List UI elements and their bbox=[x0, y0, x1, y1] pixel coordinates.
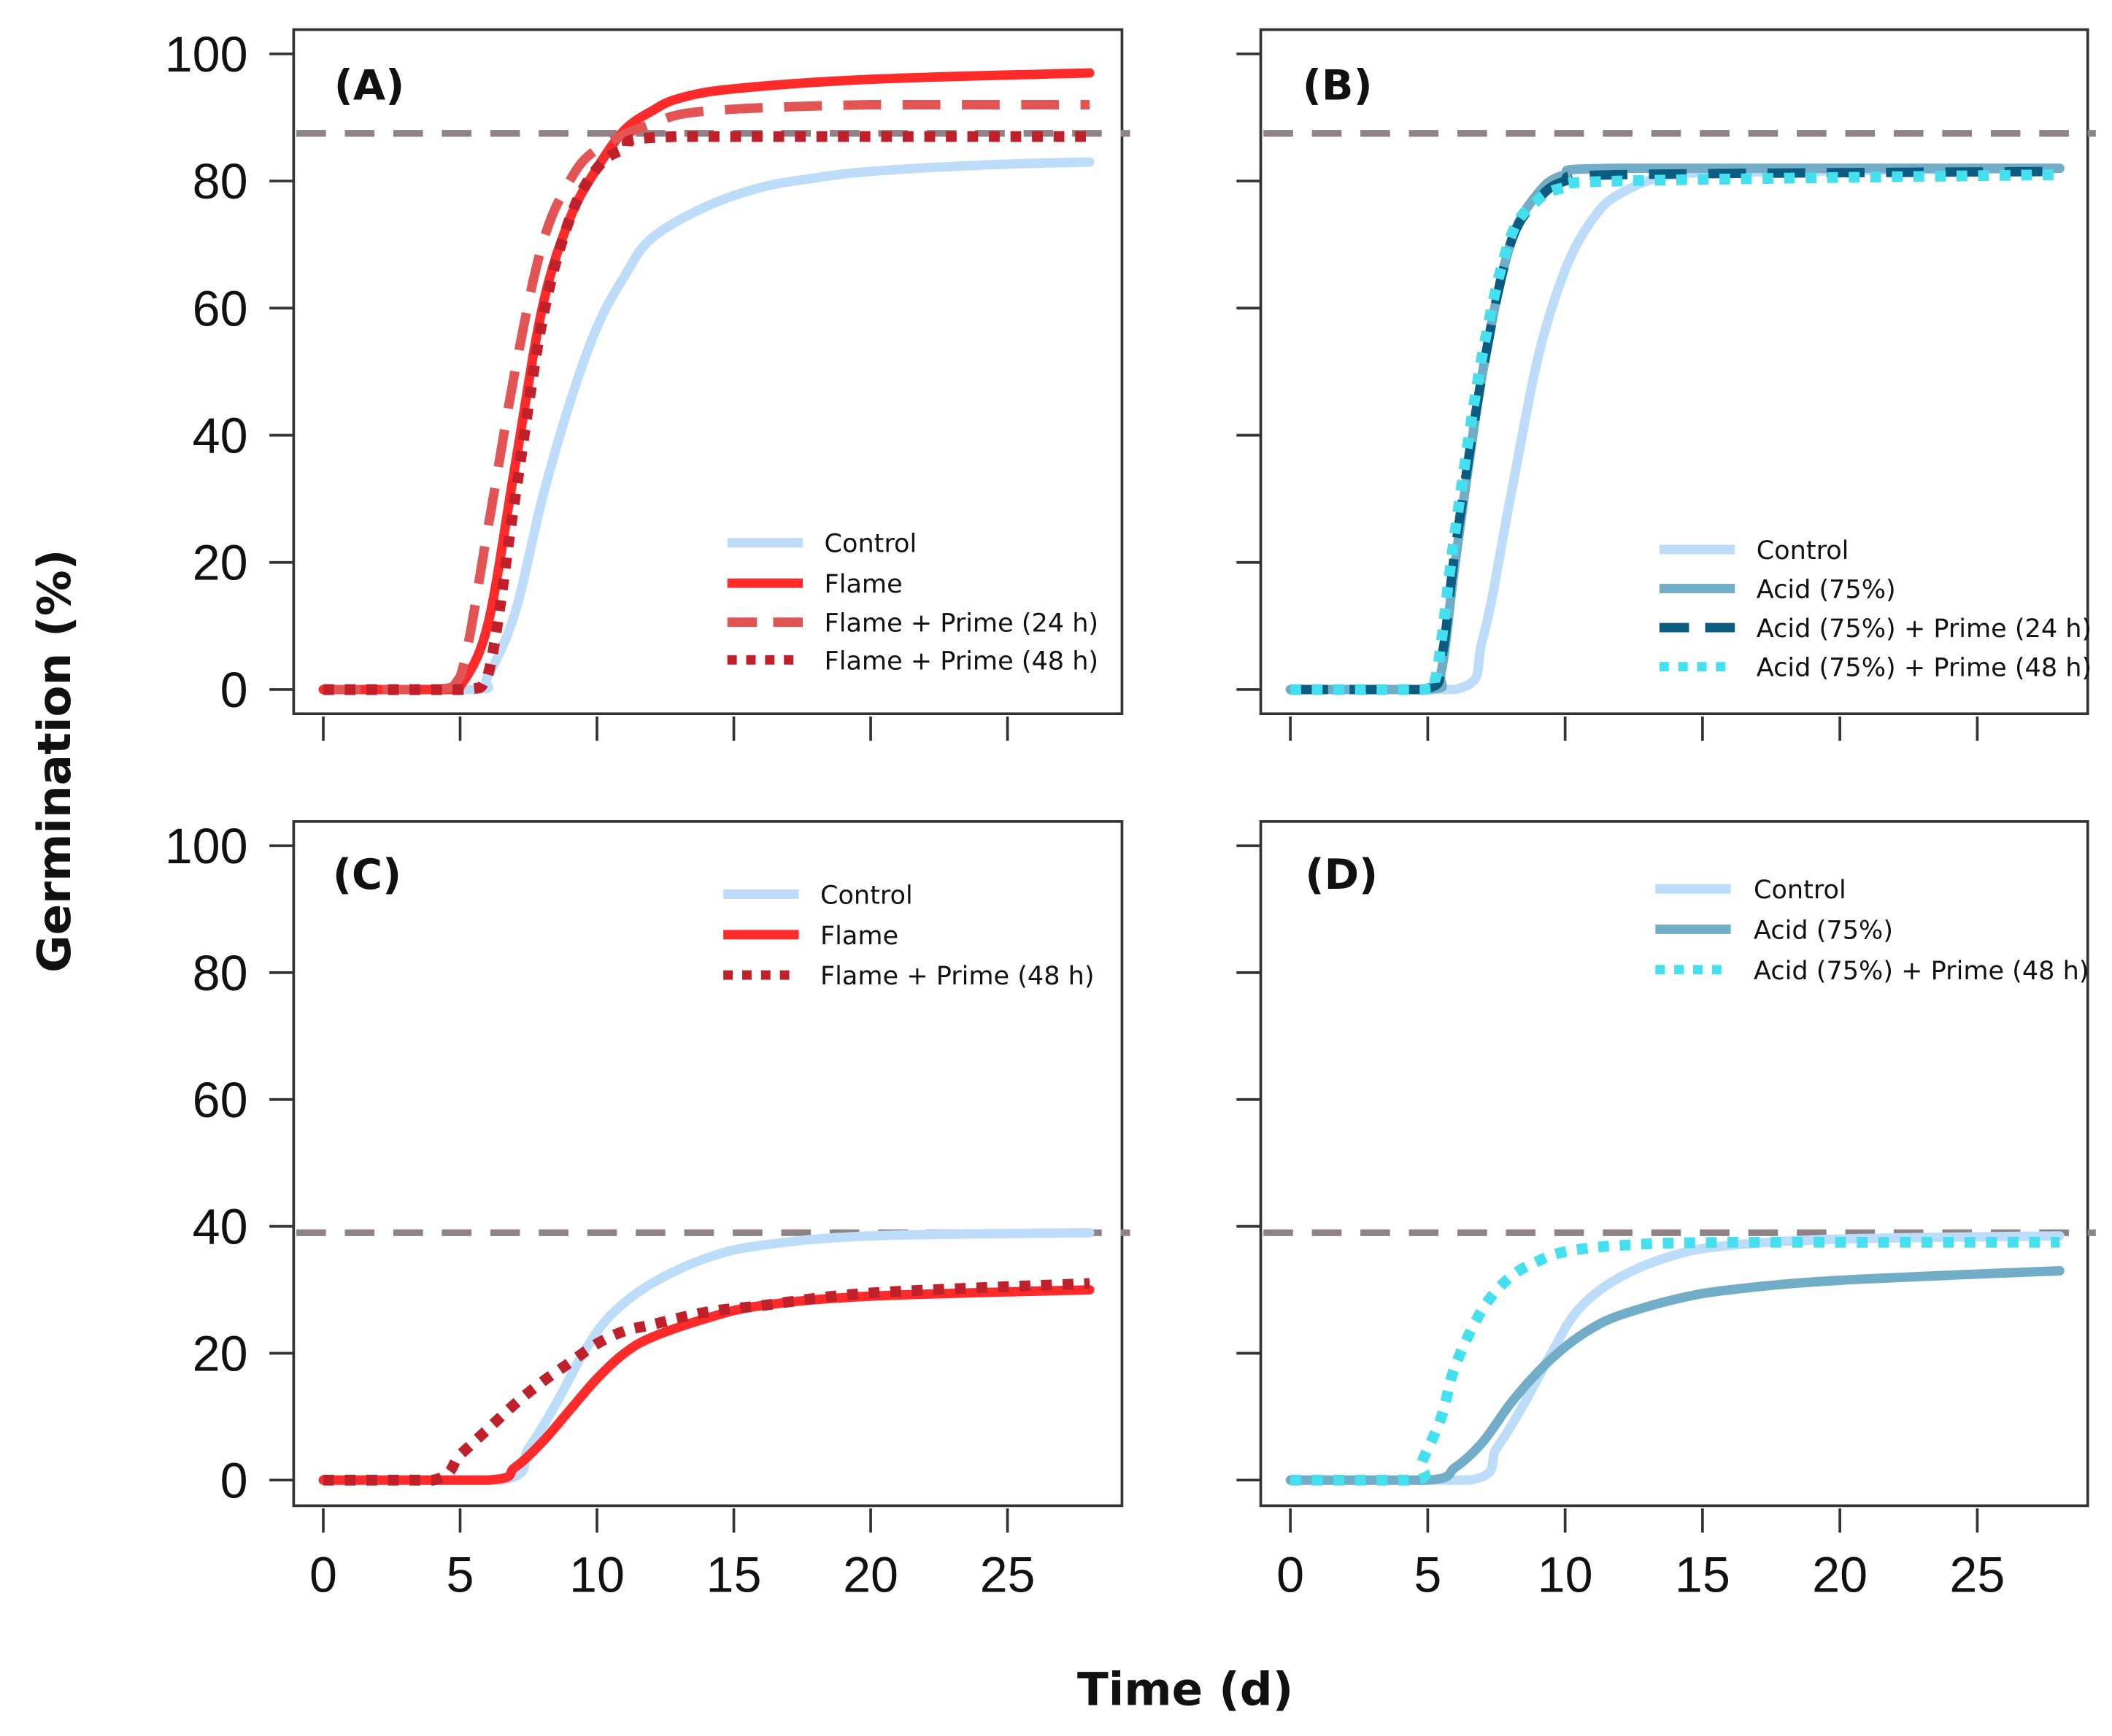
x-tick-label: 10 bbox=[569, 1548, 625, 1603]
series-line-control bbox=[1285, 1231, 2065, 1485]
legend-label: Flame bbox=[820, 921, 898, 951]
series-line-acid-75-prime-48-h bbox=[1290, 169, 2060, 695]
x-tick-label: 25 bbox=[1949, 1548, 2005, 1603]
series-line-acid-75-prime-48-h bbox=[1290, 1236, 2060, 1486]
legend-label: Control bbox=[1757, 536, 1849, 566]
y-tick-label: 40 bbox=[193, 1200, 248, 1255]
series-line-flame-prime-48-h bbox=[323, 131, 1090, 695]
legend-label: Acid (75%) + Prime (24 h) bbox=[1757, 614, 2092, 644]
panel-label: (C) bbox=[333, 851, 401, 899]
y-tick-label: 80 bbox=[193, 154, 248, 209]
panel-c: 0 20 40 60 80 100 0 5 10 15 20 25 Control Flame Flame … bbox=[165, 819, 1130, 1603]
x-tick-label: 20 bbox=[1812, 1548, 1868, 1603]
series-line-flame-prime-48-h bbox=[323, 1278, 1090, 1486]
plot-frame bbox=[292, 819, 1124, 1508]
x-tick-label: 20 bbox=[843, 1548, 898, 1603]
x-tick-label: 0 bbox=[1276, 1548, 1304, 1603]
x-tick-label: 10 bbox=[1538, 1548, 1593, 1603]
panel-label: (A) bbox=[334, 62, 405, 110]
x-tick-label: 5 bbox=[447, 1548, 474, 1603]
y-tick-label: 100 bbox=[165, 819, 248, 874]
x-tick-label: 5 bbox=[1414, 1548, 1441, 1603]
panel-label: (B) bbox=[1303, 62, 1373, 110]
panel-a: 0 20 40 60 80 100 Control Flame Flame + Prime (2… bbox=[165, 27, 1130, 741]
x-tick-label: 0 bbox=[309, 1548, 337, 1603]
y-tick-label: 60 bbox=[193, 281, 248, 336]
plot-frame bbox=[1259, 28, 2089, 716]
legend-label: Control bbox=[1754, 875, 1846, 905]
y-tick-label: 100 bbox=[165, 27, 248, 82]
legend-label: Acid (75%) bbox=[1757, 574, 1896, 604]
series-line-control bbox=[318, 157, 1095, 695]
legend-label: Flame + Prime (48 h) bbox=[825, 646, 1099, 676]
legend-label: Flame + Prime (48 h) bbox=[820, 961, 1095, 991]
plot-frame bbox=[1259, 819, 2089, 1508]
y-tick-label: 20 bbox=[193, 536, 248, 591]
legend-label: Control bbox=[820, 880, 913, 910]
y-tick-label: 0 bbox=[220, 1453, 248, 1508]
panel-b: Control Acid (75%) Acid (75%) + Prime (24 … bbox=[1236, 28, 2096, 741]
y-axis-label: Germination (%) bbox=[28, 549, 81, 973]
y-tick-label: 60 bbox=[193, 1073, 248, 1128]
series-line-flame-prime-24-h bbox=[323, 100, 1090, 695]
y-tick-label: 40 bbox=[193, 408, 248, 463]
legend-label: Flame bbox=[825, 569, 903, 599]
legend-label: Acid (75%) + Prime (48 h) bbox=[1757, 652, 2092, 682]
panel-d: 0 5 10 15 20 25 Control Acid (75%) Acid (75%) + … bbox=[1236, 819, 2096, 1603]
legend-label: Flame + Prime (24 h) bbox=[825, 609, 1099, 639]
series-line-acid-75-prime-24-h bbox=[1290, 166, 2060, 695]
legend-label: Acid (75%) bbox=[1754, 915, 1893, 945]
legend: Control Acid (75%) Acid (75%) + Prime (48 … bbox=[1655, 875, 2089, 986]
legend-label: Control bbox=[825, 529, 917, 559]
panel-label: (D) bbox=[1305, 851, 1378, 899]
y-tick-label: 80 bbox=[193, 946, 248, 1001]
legend: Control Flame Flame + Prime (24 h) Flame + … bbox=[727, 529, 1099, 676]
y-tick-label: 20 bbox=[193, 1326, 248, 1381]
series-line-flame bbox=[318, 68, 1095, 695]
x-tick-label: 15 bbox=[706, 1548, 762, 1603]
y-tick-label: 0 bbox=[220, 663, 248, 718]
x-tick-label: 25 bbox=[980, 1548, 1036, 1603]
plot-frame bbox=[292, 28, 1124, 716]
x-tick-label: 15 bbox=[1675, 1548, 1730, 1603]
legend: Control Flame Flame + Prime (48 h) bbox=[723, 880, 1095, 991]
legend: Control Acid (75%) Acid (75%) + Prime (24 … bbox=[1659, 536, 2092, 682]
x-axis-label: Time (d) bbox=[1077, 1663, 1293, 1716]
legend-label: Acid (75%) + Prime (48 h) bbox=[1754, 956, 2089, 986]
series-line-acid-75 bbox=[1285, 1266, 2065, 1485]
series-line-control bbox=[318, 1227, 1095, 1485]
